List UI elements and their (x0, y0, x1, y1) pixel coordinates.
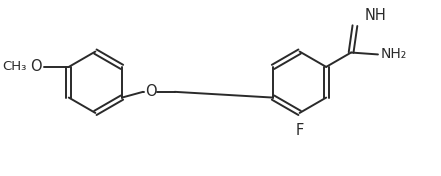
Text: O: O (30, 59, 42, 74)
Text: NH₂: NH₂ (381, 48, 407, 61)
Text: NH: NH (365, 8, 386, 23)
Text: O: O (145, 84, 157, 99)
Text: F: F (295, 122, 304, 137)
Text: CH₃: CH₃ (2, 60, 26, 73)
